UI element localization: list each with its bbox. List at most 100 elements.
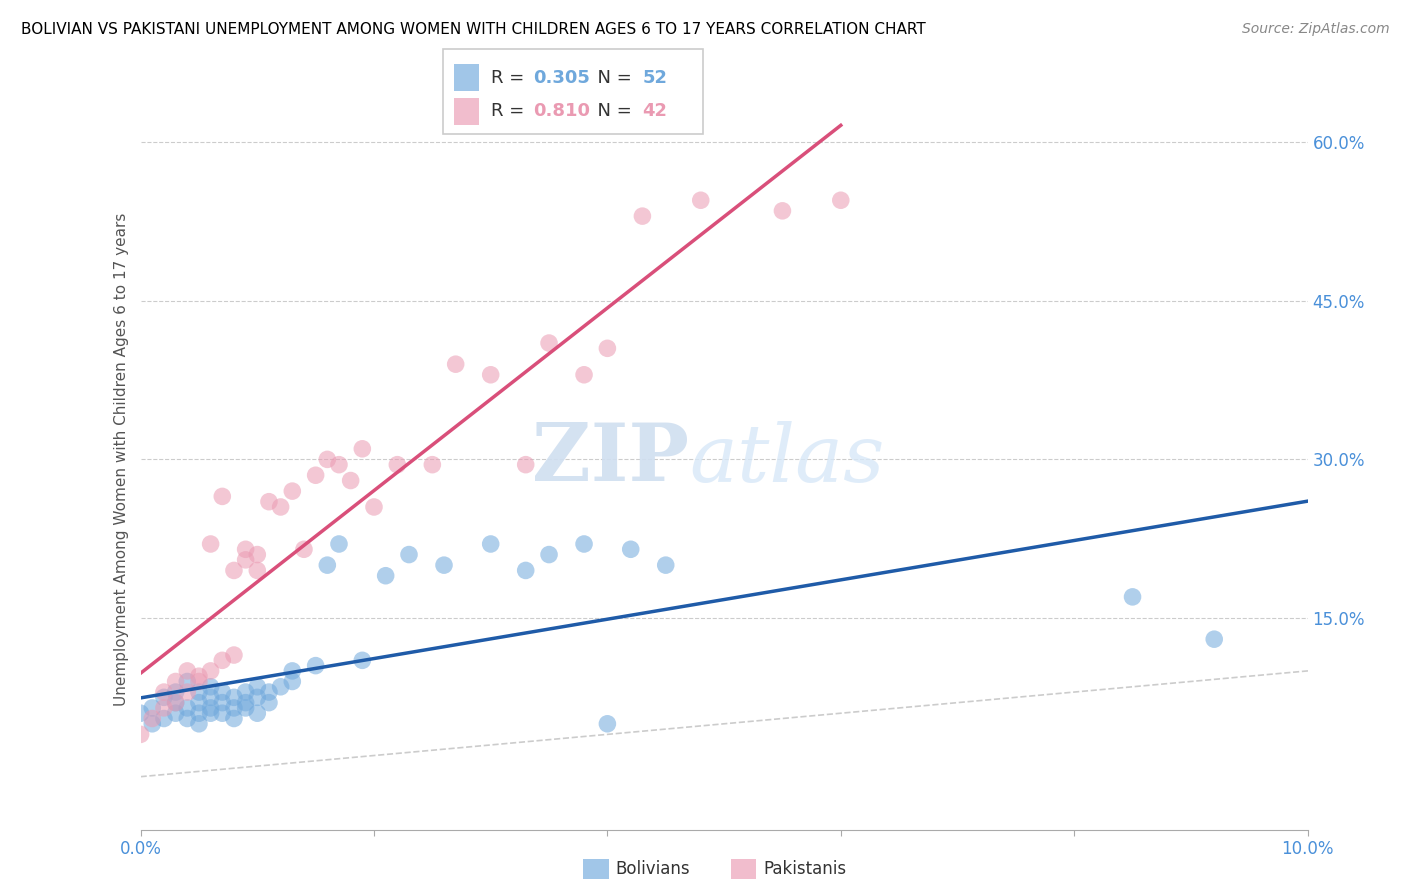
Point (129, 727, 152, 741)
Point (246, 564, 269, 578)
Point (141, 712, 163, 726)
Point (235, 685, 257, 699)
Point (188, 685, 211, 699)
Point (176, 674, 198, 689)
Point (246, 690, 269, 705)
Point (620, 542, 643, 557)
Point (257, 696, 280, 710)
Point (211, 685, 233, 699)
Text: N =: N = (586, 69, 638, 87)
Point (246, 706, 269, 721)
Point (200, 706, 222, 721)
Point (689, 194, 711, 208)
Point (305, 468, 328, 483)
Point (316, 452, 339, 467)
Point (235, 553, 257, 567)
Point (188, 669, 211, 683)
Point (281, 664, 304, 678)
Text: Source: ZipAtlas.com: Source: ZipAtlas.com (1241, 22, 1389, 37)
Text: atlas: atlas (689, 421, 884, 498)
Text: 0.810: 0.810 (533, 103, 591, 120)
Point (281, 484, 304, 499)
Point (655, 558, 678, 573)
Point (188, 716, 211, 731)
Point (188, 706, 211, 721)
Point (772, 203, 794, 218)
Point (200, 664, 222, 678)
Point (444, 357, 467, 371)
Point (246, 680, 269, 694)
Point (176, 701, 198, 715)
Point (141, 716, 163, 731)
Point (572, 368, 595, 382)
Point (153, 701, 176, 715)
Text: N =: N = (586, 103, 638, 120)
Point (515, 564, 537, 578)
Point (538, 336, 561, 351)
Point (538, 548, 561, 562)
Point (631, 209, 654, 223)
Point (328, 458, 350, 472)
Point (387, 458, 409, 472)
Point (165, 706, 187, 721)
Point (211, 653, 233, 667)
Text: R =: R = (491, 69, 530, 87)
Point (1122, 590, 1144, 604)
Point (479, 537, 502, 551)
Point (222, 564, 245, 578)
Point (211, 696, 233, 710)
Point (141, 701, 163, 715)
Point (222, 701, 245, 715)
Point (165, 696, 187, 710)
Point (305, 658, 328, 673)
Point (352, 653, 374, 667)
Point (830, 194, 852, 208)
Text: 42: 42 (643, 103, 668, 120)
Point (153, 690, 176, 705)
Point (165, 696, 187, 710)
Text: 52: 52 (643, 69, 668, 87)
Y-axis label: Unemployment Among Women with Children Ages 6 to 17 years: Unemployment Among Women with Children A… (114, 212, 129, 706)
Point (176, 712, 198, 726)
Point (352, 442, 374, 456)
Text: 0.305: 0.305 (533, 69, 589, 87)
Point (433, 558, 456, 573)
Point (211, 489, 233, 503)
Point (235, 696, 257, 710)
Point (422, 458, 444, 472)
Point (257, 494, 280, 508)
Point (374, 568, 396, 582)
Text: R =: R = (491, 103, 530, 120)
Point (235, 701, 257, 715)
Point (222, 690, 245, 705)
Point (129, 706, 152, 721)
Point (211, 706, 233, 721)
Point (200, 690, 222, 705)
Point (188, 696, 211, 710)
Point (1204, 632, 1226, 647)
Point (270, 500, 292, 514)
Point (246, 548, 269, 562)
Point (222, 712, 245, 726)
Point (176, 685, 198, 699)
Point (153, 685, 176, 699)
Point (165, 674, 187, 689)
Point (572, 537, 595, 551)
Point (235, 542, 257, 557)
Text: Bolivians: Bolivians (616, 860, 690, 878)
Point (222, 648, 245, 662)
Point (596, 342, 619, 356)
Text: BOLIVIAN VS PAKISTANI UNEMPLOYMENT AMONG WOMEN WITH CHILDREN AGES 6 TO 17 YEARS : BOLIVIAN VS PAKISTANI UNEMPLOYMENT AMONG… (21, 22, 925, 37)
Point (398, 548, 420, 562)
Text: Pakistanis: Pakistanis (763, 860, 846, 878)
Text: ZIP: ZIP (531, 420, 689, 499)
Point (292, 542, 315, 557)
Point (200, 680, 222, 694)
Point (270, 680, 292, 694)
Point (363, 500, 385, 514)
Point (328, 537, 350, 551)
Point (153, 712, 176, 726)
Point (165, 685, 187, 699)
Point (200, 537, 222, 551)
Point (339, 474, 361, 488)
